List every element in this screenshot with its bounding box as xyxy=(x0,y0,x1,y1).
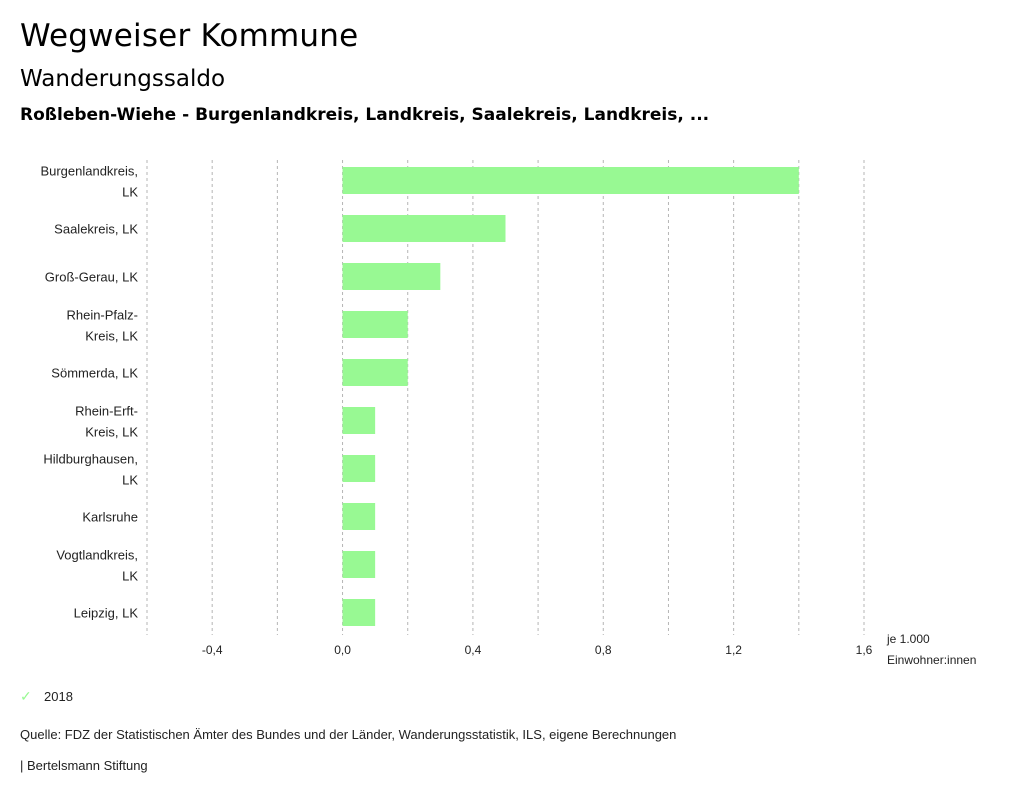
source-note: Quelle: FDZ der Statistischen Ämter des … xyxy=(20,727,677,742)
region-subtitle: Roßleben-Wiehe - Burgenlandkreis, Landkr… xyxy=(20,105,710,125)
tick-label: 1,6 xyxy=(856,643,873,657)
bar[interactable] xyxy=(342,215,506,242)
tick-label: 0,8 xyxy=(595,643,612,657)
tick-label: 0,0 xyxy=(334,643,351,657)
bar[interactable] xyxy=(342,359,408,386)
category-label: Hildburghausen, LK xyxy=(43,452,138,488)
bar[interactable] xyxy=(342,167,799,194)
bar[interactable] xyxy=(342,599,376,626)
bar[interactable] xyxy=(342,263,441,290)
category-label: Groß-Gerau, LK xyxy=(45,270,139,285)
bar[interactable] xyxy=(342,551,376,578)
category-label: Sömmerda, LK xyxy=(51,366,138,381)
category-label: Karlsruhe xyxy=(82,510,138,525)
chart-title: Wanderungssaldo xyxy=(20,66,226,92)
category-labels: Burgenlandkreis, LK Saalekreis, LK Groß-Ger… xyxy=(40,164,138,621)
bar[interactable] xyxy=(342,311,408,338)
tick-label: -0,4 xyxy=(202,643,223,657)
category-label: Rhein-Pfalz-Kreis, LK xyxy=(66,308,138,344)
category-label: Burgenlandkreis, LK xyxy=(40,164,138,200)
credit-note: | Bertelsmann Stiftung xyxy=(20,758,148,773)
x-axis-unit-label: je 1.000 Einwohner:innen xyxy=(886,632,976,667)
app-title: Wegweiser Kommune xyxy=(20,18,359,54)
axis-unit-label: je 1.000 xyxy=(886,632,930,646)
axis-unit-label: Einwohner:innen xyxy=(887,653,976,667)
legend-item-2018[interactable]: ✓ 2018 xyxy=(20,688,73,705)
bars xyxy=(342,167,799,626)
legend-label: 2018 xyxy=(44,689,73,704)
tick-label: 0,4 xyxy=(465,643,482,657)
category-label: Vogtlandkreis, LK xyxy=(56,548,138,584)
bar[interactable] xyxy=(342,407,376,434)
tick-label: 1,2 xyxy=(725,643,742,657)
category-label: Saalekreis, LK xyxy=(54,222,138,237)
bar[interactable] xyxy=(342,455,376,482)
category-label: Leipzig, LK xyxy=(74,606,139,621)
category-label: Rhein-Erft-Kreis, LK xyxy=(75,404,138,440)
check-icon: ✓ xyxy=(20,688,32,704)
bar[interactable] xyxy=(342,503,376,530)
x-axis-ticks: -0,4 0,0 0,4 0,8 1,2 1,6 xyxy=(202,643,873,657)
bar-chart: Burgenlandkreis, LK Saalekreis, LK Groß-Ger… xyxy=(40,160,976,667)
